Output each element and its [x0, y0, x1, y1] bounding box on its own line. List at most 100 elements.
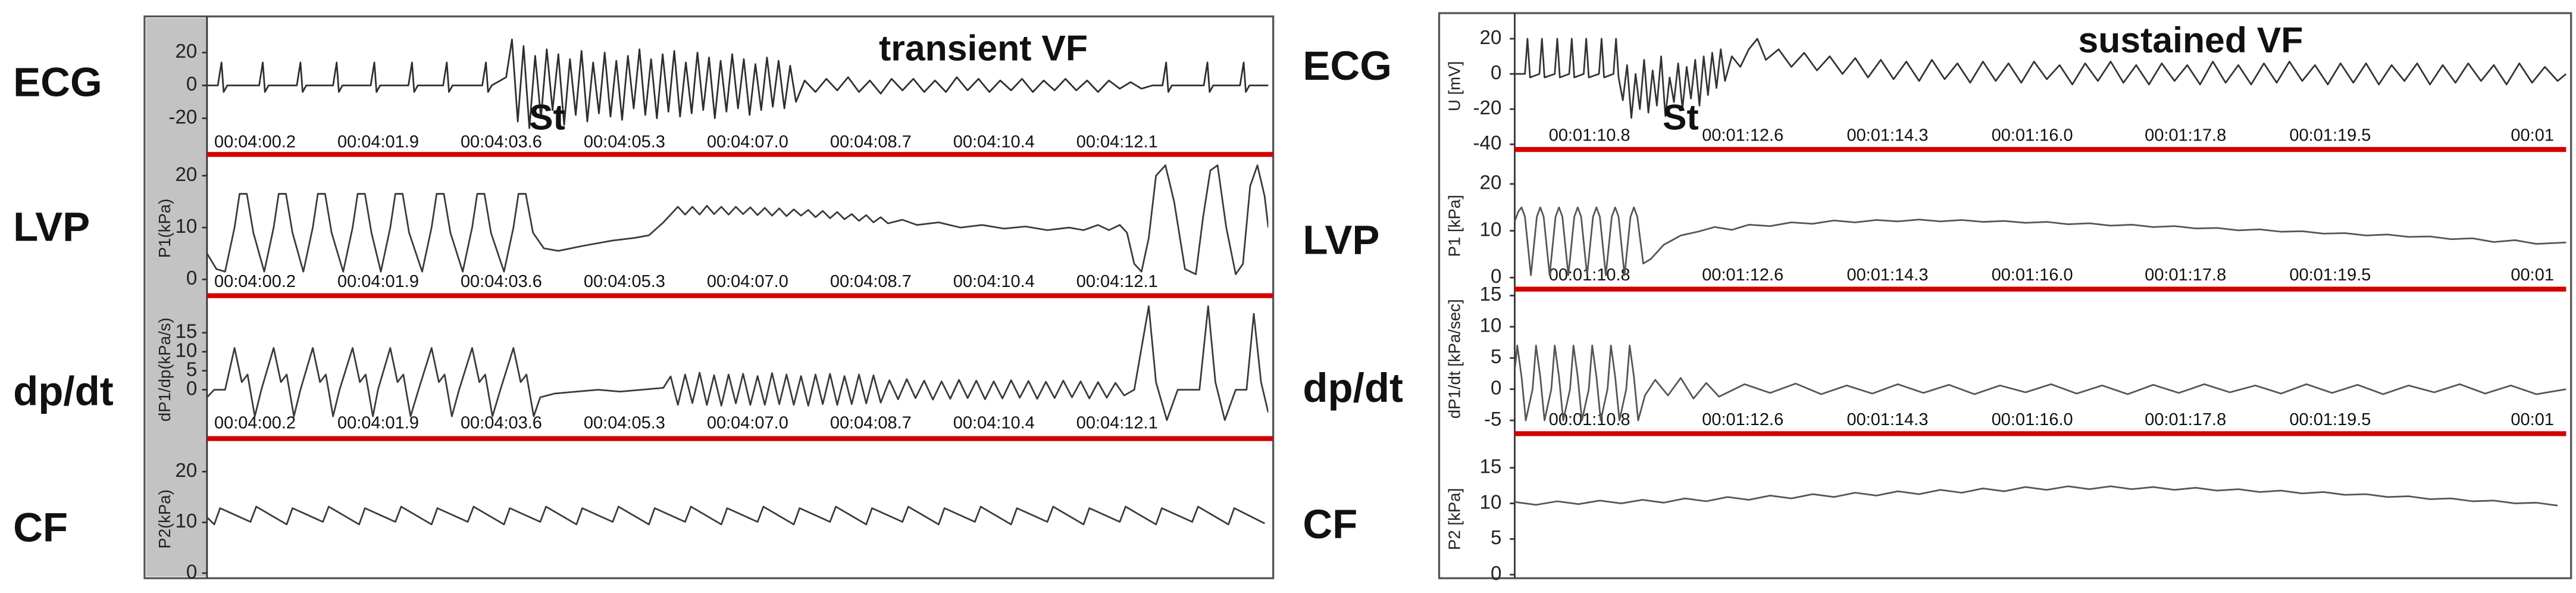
y-tick-label: 20	[175, 40, 197, 63]
time-label: 00:04:10.4	[953, 413, 1035, 432]
time-label: 00:04:00.2	[214, 272, 296, 291]
time-label: 00:04:07.0	[707, 272, 788, 291]
chart-title: sustained VF	[2078, 20, 2303, 60]
channel-label: CF	[13, 504, 68, 550]
y-tick-label: 20	[175, 164, 197, 186]
time-label: 00:04:12.1	[1076, 133, 1158, 152]
y-tick-label: 0	[1491, 377, 1501, 399]
time-label: 00:04:10.4	[953, 133, 1035, 152]
time-label: 00:01:16.0	[1992, 126, 2073, 145]
time-label: 00:01:19.5	[2289, 266, 2371, 285]
time-label: 00:01:12.6	[1702, 410, 1783, 429]
y-tick-label: 10	[175, 340, 197, 362]
time-label: 00:01:14.3	[1846, 126, 1928, 145]
annotation: St	[1663, 96, 1699, 137]
trace	[1514, 38, 2566, 119]
y-tick-label: 15	[175, 321, 197, 343]
y-axis-label: dP1/dt [kPa/sec]	[1445, 299, 1463, 419]
y-tick-label: -5	[1484, 408, 1501, 430]
time-label: 00:04:08.7	[830, 272, 912, 291]
y-tick-label: 10	[1480, 219, 1502, 241]
time-label: 00:04:03.6	[461, 133, 542, 152]
time-label: 00:04:03.6	[461, 413, 542, 432]
time-label: 00:01	[2511, 410, 2554, 429]
time-label: 00:04:10.4	[953, 272, 1035, 291]
axis-strip	[1441, 14, 1515, 577]
y-tick-label: -40	[1473, 132, 1502, 154]
y-tick-label: 10	[1480, 491, 1502, 513]
time-label: 00:04:12.1	[1076, 272, 1158, 291]
trace	[206, 164, 1269, 275]
time-label: 00:01:17.8	[2145, 266, 2226, 285]
annotation: St	[529, 96, 565, 137]
y-tick-label: 0	[1491, 266, 1501, 288]
trace	[1514, 206, 2566, 276]
panel-frame	[1438, 12, 2572, 579]
time-label: 00:01:14.3	[1846, 410, 1928, 429]
channel-label: ECG	[13, 60, 102, 105]
time-label: 00:01:16.0	[1992, 266, 2073, 285]
time-label: 00:04:05.3	[584, 413, 665, 432]
chart-title: transient VF	[879, 28, 1088, 68]
time-label: 00:04:01.9	[337, 272, 419, 291]
trace	[1514, 344, 2566, 422]
time-label: 00:01:14.3	[1846, 266, 1928, 285]
time-label: 00:01:16.0	[1992, 410, 2073, 429]
y-tick-label: -20	[168, 106, 197, 128]
trace	[1514, 485, 2558, 507]
y-tick-label: 0	[186, 561, 197, 583]
time-label: 00:04:08.7	[830, 133, 912, 152]
y-tick-label: 10	[175, 510, 197, 532]
y-tick-label: 5	[186, 358, 197, 380]
y-axis-label: P1 [kPa]	[1445, 195, 1463, 257]
channel-label: CF	[1303, 501, 1357, 547]
y-tick-label: 0	[186, 377, 197, 400]
y-axis-label: P2 [kPa]	[1445, 488, 1463, 550]
y-tick-label: 0	[1491, 563, 1501, 585]
time-label: 00:04:01.9	[337, 133, 419, 152]
y-axis-label: P1(kPa)	[155, 199, 174, 258]
time-label: 00:01:10.8	[1549, 126, 1630, 145]
y-tick-label: 10	[1480, 315, 1502, 337]
time-label: 00:04:05.3	[584, 133, 665, 152]
time-label: 00:01:12.6	[1702, 126, 1783, 145]
time-label: 00:01:17.8	[2145, 126, 2226, 145]
channel-label: LVP	[13, 204, 90, 249]
trace	[206, 505, 1265, 526]
trace	[206, 305, 1269, 421]
y-tick-label: 20	[1480, 27, 1502, 49]
y-tick-label: -20	[1473, 97, 1502, 119]
time-label: 00:04:01.9	[337, 413, 419, 432]
time-label: 00:04:05.3	[584, 272, 665, 291]
y-tick-label: 20	[175, 460, 197, 482]
time-label: 00:04:12.1	[1076, 413, 1158, 432]
time-label: 00:04:08.7	[830, 413, 912, 432]
time-label: 00:04:07.0	[707, 413, 788, 432]
time-label: 00:01:12.6	[1702, 266, 1783, 285]
time-label: 00:04:00.2	[214, 133, 296, 152]
y-axis-label: P2(kPa)	[155, 489, 174, 549]
y-tick-label: 15	[1480, 455, 1502, 477]
time-label: 00:01:19.5	[2289, 126, 2371, 145]
y-tick-label: 0	[186, 73, 197, 95]
y-tick-label: 5	[1491, 346, 1501, 368]
time-label: 00:01:19.5	[2289, 410, 2371, 429]
time-label: 00:04:07.0	[707, 133, 788, 152]
y-axis-label: U [mV]	[1445, 61, 1463, 111]
channel-label: ECG	[1303, 43, 1392, 89]
trace	[206, 38, 1269, 129]
y-tick-label: 5	[1491, 527, 1501, 549]
y-tick-label: 0	[1491, 62, 1501, 84]
time-label: 00:01	[2511, 266, 2554, 285]
y-tick-label: 0	[186, 267, 197, 289]
y-tick-label: 10	[175, 216, 197, 238]
channel-label: dp/dt	[13, 368, 114, 414]
y-tick-label: 20	[1480, 172, 1502, 194]
time-label: 00:04:03.6	[461, 272, 542, 291]
time-label: 00:01	[2511, 126, 2554, 145]
y-tick-label: 15	[1480, 283, 1502, 305]
y-axis-label: dP1/dp(kPa/s)	[155, 317, 174, 422]
axis-strip	[146, 18, 207, 577]
